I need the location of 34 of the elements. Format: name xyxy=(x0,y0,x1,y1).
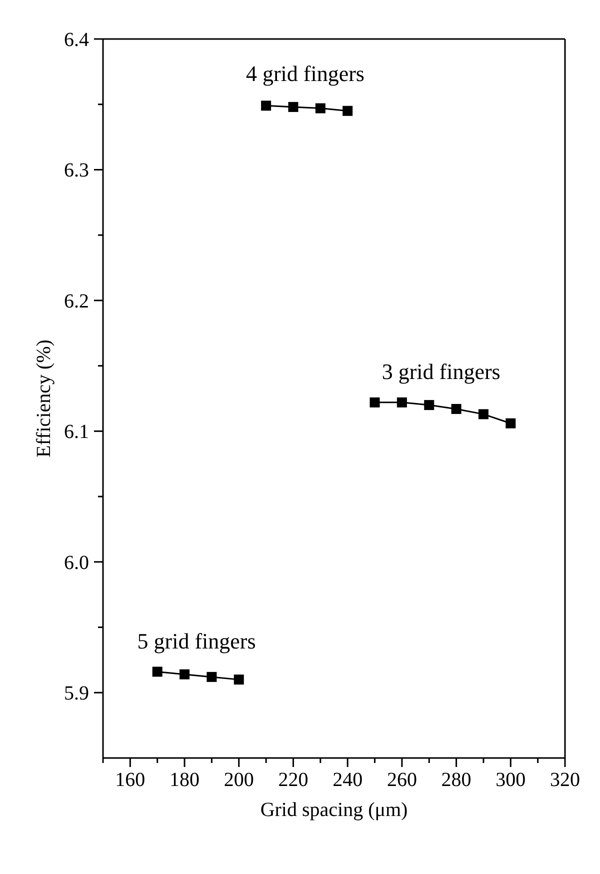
point xyxy=(234,674,244,685)
y-tick-label: 6.4 xyxy=(64,29,89,51)
point xyxy=(180,669,190,680)
x-axis-title: Grid spacing (μm) xyxy=(260,799,408,821)
annotation: 4 grid fingers xyxy=(246,60,364,86)
x-tick-label: 160 xyxy=(115,769,146,791)
x-tick-label: 320 xyxy=(550,769,580,791)
point xyxy=(478,409,488,420)
y-tick-label: 6.3 xyxy=(64,160,89,182)
annotation: 5 grid fingers xyxy=(137,628,256,654)
point xyxy=(152,666,162,677)
point xyxy=(370,397,380,408)
point xyxy=(424,400,434,410)
x-tick-label: 200 xyxy=(224,769,254,791)
point xyxy=(506,418,516,428)
x-tick-label: 180 xyxy=(170,769,200,791)
x-tick-label: 240 xyxy=(332,769,363,791)
point xyxy=(315,103,326,114)
x-tick-label: 220 xyxy=(278,769,308,791)
y-tick-label: 6.0 xyxy=(64,552,89,574)
point xyxy=(288,102,298,112)
annotation: 3 grid fingers xyxy=(382,359,500,384)
y-tick-label: 6.1 xyxy=(64,421,89,444)
x-tick-label: 300 xyxy=(496,769,526,791)
y-axis-title: Efficiency (%) xyxy=(33,340,55,458)
point xyxy=(396,397,407,408)
point xyxy=(206,672,217,682)
x-tick-label: 280 xyxy=(441,769,472,791)
x-tick-label: 260 xyxy=(386,769,417,791)
point xyxy=(451,404,462,414)
y-tick-label: 5.9 xyxy=(64,682,89,705)
point xyxy=(261,100,272,111)
point xyxy=(342,106,353,116)
y-tick-label: 6.2 xyxy=(64,290,89,312)
